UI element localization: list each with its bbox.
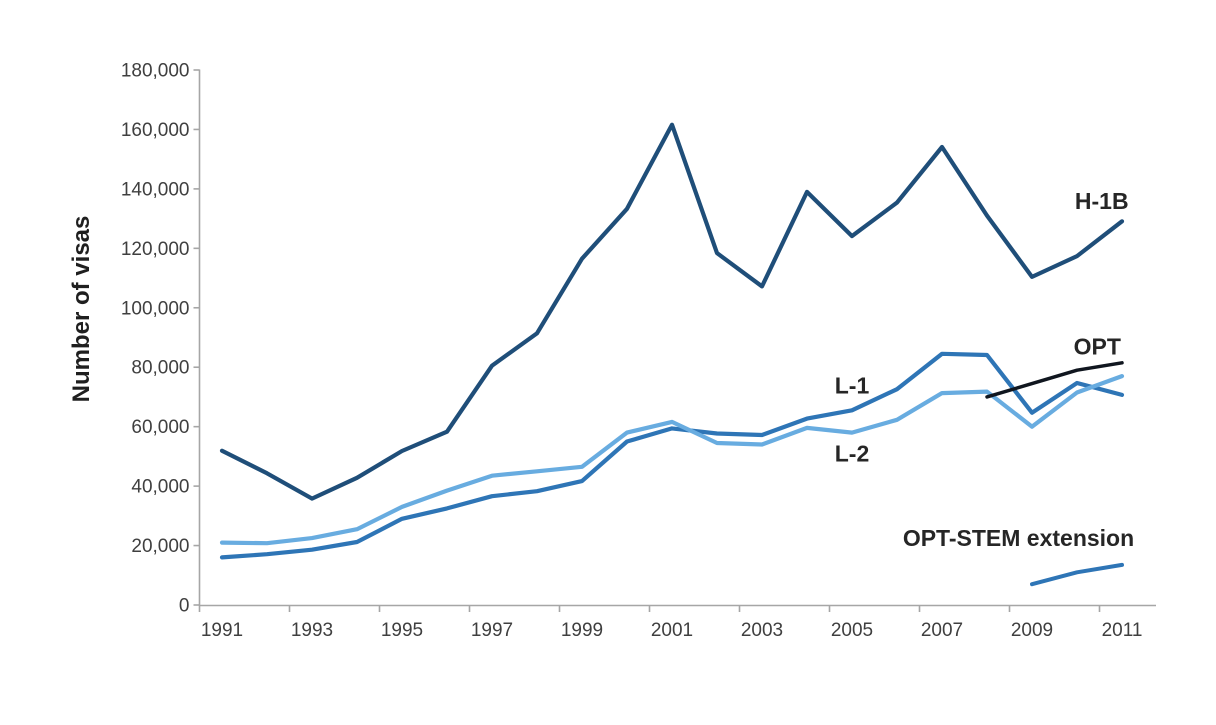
y-tick-label: 80,000 [131,358,189,379]
y-tick-label: 20,000 [131,536,189,557]
y-tick-label: 100,000 [121,298,190,319]
opt-stem-extension-line [1030,562,1124,587]
l-1-line [219,351,1125,560]
x-tick-label: 2007 [921,620,963,641]
l-1-label: L-1 [835,373,870,399]
x-tick-label: 2003 [741,620,783,641]
x-tick-label: 2011 [1102,620,1143,641]
x-tick-label: 2009 [1011,620,1053,641]
opt-line [985,361,1124,399]
x-tick-label: 1995 [381,620,423,641]
x-tick-label: 1993 [291,620,333,641]
l-2-line [219,374,1125,546]
opt-label: OPT [1074,333,1121,359]
y-tick-label: 140,000 [121,179,190,200]
y-tick-label: 0 [179,596,190,617]
h-1b-label: H-1B [1075,188,1129,214]
y-tick-label: 60,000 [131,417,189,438]
y-tick-label: 120,000 [121,239,190,260]
y-tick-label: 40,000 [131,477,189,498]
opt-stem-extension-label: OPT-STEM extension [903,525,1134,551]
x-tick-label: 2005 [831,620,873,641]
y-tick-label: 180,000 [121,61,190,82]
x-tick-label: 1997 [471,620,513,641]
y-axis-title: Number of visas [68,215,95,403]
l-2-label: L-2 [835,440,870,466]
h-1b-line [219,122,1125,501]
x-tick-label: 2001 [651,620,693,641]
x-tick-label: 1991 [201,620,243,641]
x-tick-label: 1999 [561,620,603,641]
y-tick-label: 160,000 [121,120,190,141]
